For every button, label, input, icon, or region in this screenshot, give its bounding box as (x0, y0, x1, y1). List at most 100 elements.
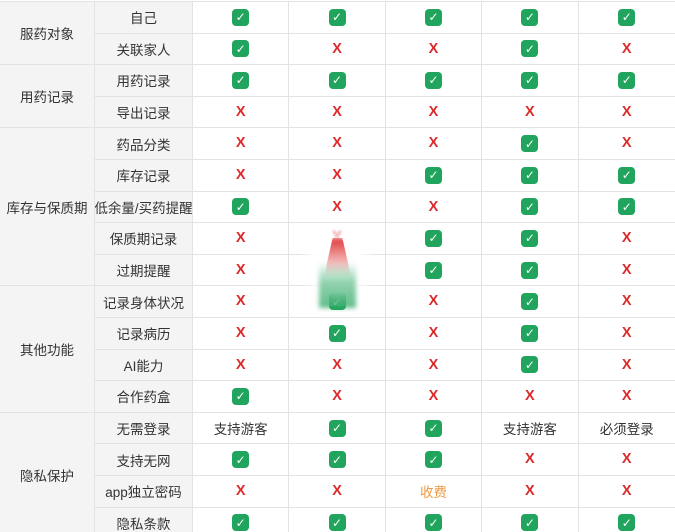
check-icon: ✓ (521, 40, 539, 58)
value-cell: ✓ (193, 33, 290, 66)
feature-cell: 无需登录 (95, 412, 193, 445)
value-cell: X (578, 444, 675, 476)
cross-icon: X (235, 135, 246, 152)
cross-icon: X (428, 135, 439, 152)
check-icon: ✓ (424, 229, 442, 247)
feature-cell: 记录身体状况 (95, 286, 193, 318)
check-icon: ✓ (232, 40, 250, 58)
value-cell: 收费 (385, 475, 483, 508)
feature-cell: 保质期记录 (95, 223, 193, 255)
value-cell: ✓ (385, 223, 483, 255)
category-cell: 服药对象 (0, 2, 95, 66)
feature-cell: 隐私条款 (95, 507, 193, 532)
feature-cell: 自己 (95, 2, 193, 34)
value-cell: ✓ (289, 2, 386, 34)
check-icon: ✓ (328, 293, 346, 311)
value-cell: X (385, 381, 483, 413)
value-cell: ✓ (193, 381, 290, 413)
value-cell: ✓ (385, 159, 483, 192)
value-cell: X (289, 159, 386, 192)
cross-icon: X (428, 324, 439, 341)
value-cell: X (193, 254, 290, 287)
cross-icon: X (621, 103, 632, 120)
value-cell: ✓ (578, 2, 675, 34)
value-cell: ✓ (289, 65, 386, 97)
feature-cell: AI能力 (95, 349, 193, 382)
check-icon: ✓ (328, 324, 346, 342)
value-cell: X (193, 475, 290, 508)
value-cell: ✓ (289, 444, 386, 476)
value-cell: X (385, 191, 483, 224)
value-cell: X (289, 128, 386, 160)
value-cell: ✓ (193, 2, 290, 34)
value-cell: ✓ (385, 254, 483, 287)
check-icon: ✓ (232, 71, 250, 89)
value-cell: ✓ (482, 507, 579, 532)
cross-icon: X (621, 40, 632, 57)
check-icon: ✓ (521, 324, 539, 342)
value-cell: ✓ (289, 317, 386, 350)
cross-icon: X (332, 388, 342, 405)
value-cell: X (289, 381, 386, 413)
feature-cell: 导出记录 (95, 96, 193, 129)
check-icon: ✓ (618, 71, 636, 89)
value-cell: X (578, 475, 675, 508)
check-icon: ✓ (328, 8, 346, 26)
check-icon: ✓ (521, 229, 539, 247)
cross-icon: X (621, 230, 632, 247)
value-cell: ✓ (482, 254, 579, 287)
value-cell: ✓ (578, 65, 675, 97)
check-icon: ✓ (328, 451, 346, 469)
check-icon: ✓ (521, 166, 539, 184)
cross-icon: X (621, 261, 632, 278)
value-cell: X (385, 128, 483, 160)
value-text: 支持游客 (213, 422, 268, 438)
value-cell: ✓ (482, 159, 579, 192)
check-icon: ✓ (424, 71, 442, 89)
value-cell: X (385, 349, 483, 382)
cross-icon: X (428, 198, 439, 215)
category-cell: 用药记录 (0, 65, 95, 129)
value-cell: X (578, 223, 675, 255)
cross-icon: X (621, 293, 632, 310)
check-icon: ✓ (232, 514, 250, 532)
value-cell: ✓ (289, 412, 386, 445)
value-cell: ✓ (193, 507, 290, 532)
value-cell: X (482, 96, 579, 129)
check-icon: ✓ (618, 198, 636, 216)
cross-icon: X (621, 482, 632, 499)
cross-icon: X (428, 356, 439, 373)
value-cell: ✓ (385, 507, 483, 532)
check-icon: ✓ (424, 451, 442, 469)
feature-cell: 用药记录 (95, 65, 193, 97)
check-icon: ✓ (521, 293, 539, 311)
value-text: 必须登录 (599, 422, 654, 438)
cross-icon: X (332, 135, 342, 152)
value-cell: ✓ (193, 444, 290, 476)
cross-icon: X (428, 40, 439, 57)
feature-cell: 药品分类 (95, 128, 193, 160)
value-text: 收费 (419, 485, 447, 501)
cross-icon: X (621, 135, 632, 152)
check-icon: ✓ (618, 166, 636, 184)
check-icon: ✓ (328, 419, 346, 437)
cross-icon: X (428, 388, 439, 405)
check-icon: ✓ (521, 514, 539, 532)
cross-icon: X (332, 167, 342, 184)
value-cell: ✓ (578, 507, 675, 532)
check-icon: ✓ (521, 71, 539, 89)
value-cell: X (193, 349, 290, 382)
cross-icon: X (235, 293, 246, 310)
blurred-value-cell (289, 254, 386, 287)
value-cell: X (289, 475, 386, 508)
value-cell: X (578, 286, 675, 318)
check-icon: ✓ (521, 198, 539, 216)
cross-icon: X (235, 103, 246, 120)
value-cell: X (193, 317, 290, 350)
value-cell: ✓ (482, 65, 579, 97)
value-cell: ✓ (482, 33, 579, 66)
cross-icon: X (621, 356, 632, 373)
cross-icon: X (235, 482, 246, 499)
check-icon: ✓ (232, 387, 250, 405)
